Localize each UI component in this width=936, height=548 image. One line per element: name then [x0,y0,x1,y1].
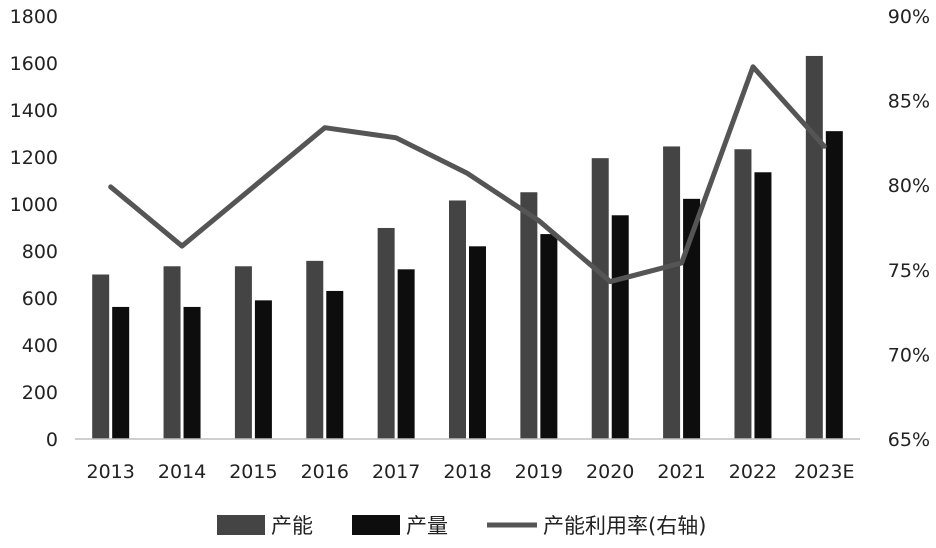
bar-capacity-2017 [377,227,395,439]
x-tick-label: 2022 [729,461,777,483]
x-tick-label: 2018 [443,461,491,483]
x-tick-label: 2013 [87,461,135,483]
utilization-point-2016 [324,127,326,129]
bar-output-2015 [254,300,272,439]
left-tick-label: 200 [22,382,58,404]
right-tick-label: 65% [888,429,930,451]
bar-capacity-2013 [92,274,110,439]
utilization-point-2017 [395,137,397,139]
utilization-point-2018 [467,172,468,174]
bar-output-2017 [397,269,415,439]
x-tick-label: 2023E [794,461,854,483]
right-tick-label: 75% [888,260,930,282]
left-tick-label: 0 [46,429,58,451]
legend: 产能 产量 产能利用率(右轴) [217,514,706,538]
x-axis-ticks: 2013 2014 2015 2016 2017 2018 2019 2020 2021 2022… [87,461,855,483]
bar-output-2013 [112,306,130,439]
left-tick-label: 800 [22,241,58,263]
right-axis-ticks: 65% 70% 75% 80% 85% 90% [888,6,930,451]
bar-capacity-2022 [734,149,752,439]
utilization-point-2014 [181,245,183,247]
bar-capacity-2021 [663,146,681,440]
bar-capacity-2018 [449,200,466,439]
left-tick-label: 1600 [10,53,58,75]
legend-label-capacity: 产能 [271,514,313,538]
legend-item-utilization: 产能利用率(右轴) [487,514,706,538]
bar-capacity-2019 [520,192,538,439]
left-tick-label: 1200 [10,147,58,169]
left-tick-label: 600 [22,288,58,310]
bar-output-2016 [326,290,344,439]
bar-output-2023E [825,131,843,439]
line-layer [108,64,827,285]
x-tick-label: 2014 [158,461,206,483]
x-tick-label: 2021 [657,461,705,483]
x-tick-label: 2019 [515,461,563,483]
utilization-point-2013 [110,186,112,188]
utilization-line [108,64,827,285]
bar-capacity-2023E [805,55,823,439]
legend-label-output: 产量 [406,514,448,538]
left-tick-label: 1800 [10,6,58,28]
x-tick-label: 2017 [372,461,420,483]
x-tick-label: 2020 [586,461,634,483]
bar-output-2019 [540,234,558,439]
bar-output-2022 [754,172,772,439]
utilization-point-2015 [252,186,254,188]
bars-layer [92,55,843,440]
left-tick-label: 1400 [10,100,58,122]
utilization-point-2019 [538,220,540,222]
legend-swatch-capacity [217,515,265,535]
left-tick-label: 400 [22,335,58,357]
utilization-point-2023E [823,145,825,147]
bar-output-2014 [183,306,201,439]
utilization-point-2020 [609,281,611,283]
utilization-point-2022 [752,66,754,68]
x-tick-label: 2015 [229,461,277,483]
right-tick-label: 90% [888,6,930,28]
bar-output-2018 [469,246,486,439]
right-tick-label: 70% [888,344,930,366]
right-tick-label: 85% [888,91,930,113]
left-axis-ticks: 0 200 400 600 800 1000 1200 1400 1600 1800 [10,6,58,451]
bar-output-2021 [683,198,701,439]
legend-label-utilization: 产能利用率(右轴) [543,514,706,538]
bar-capacity-2020 [591,158,609,440]
bar-capacity-2014 [163,266,181,439]
left-tick-label: 1000 [10,194,58,216]
right-tick-label: 80% [888,175,930,197]
x-tick-label: 2016 [301,461,349,483]
bar-capacity-2016 [306,260,324,439]
legend-item-capacity: 产能 [217,514,313,538]
bar-capacity-2015 [234,266,252,439]
utilization-point-2021 [681,262,683,264]
legend-swatch-output [352,515,400,535]
legend-item-output: 产量 [352,514,448,538]
bar-output-2020 [611,215,629,439]
